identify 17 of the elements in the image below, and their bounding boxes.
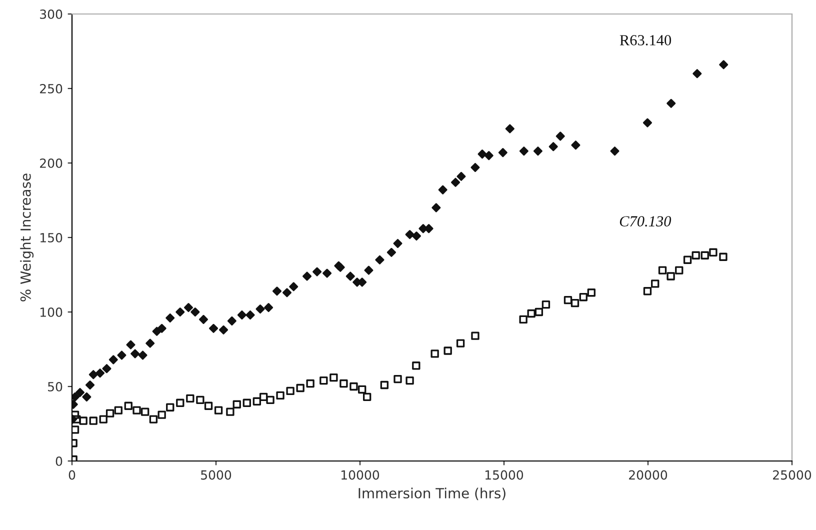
x-axis-title: Immersion Time (hrs) [358, 488, 506, 500]
x-tick-label: 5000 [201, 470, 232, 480]
y-tick-label: 150 [40, 232, 62, 242]
y-tick-label: 0 [56, 456, 62, 466]
x-tick-label: 25000 [773, 470, 812, 480]
y-tick-label: 300 [40, 9, 62, 19]
y-tick-label: 200 [40, 158, 62, 168]
y-tick-label: 50 [48, 382, 62, 392]
x-tick-label: 15000 [485, 470, 524, 480]
y-tick-label: 250 [40, 84, 62, 94]
y-tick-label: 100 [40, 307, 62, 317]
text: R63.140 [620, 35, 672, 46]
x-tick-label: 0 [68, 470, 76, 480]
x-tick-label: 10000 [341, 470, 380, 480]
x-tick-label: 20000 [629, 470, 668, 480]
y-axis-title: % Weight Increase [20, 174, 34, 302]
text: C70.130 [620, 216, 672, 227]
